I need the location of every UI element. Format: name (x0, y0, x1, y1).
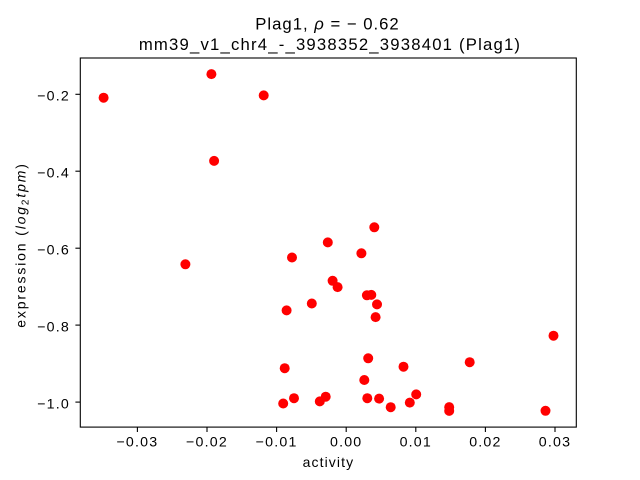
svg-text:−0.03: −0.03 (116, 434, 158, 450)
svg-text:0.03: 0.03 (539, 434, 571, 450)
svg-text:−0.02: −0.02 (186, 434, 228, 450)
svg-text:Plag1, ρ = − 0.62: Plag1, ρ = − 0.62 (255, 15, 399, 34)
svg-text:−0.2: −0.2 (37, 89, 70, 105)
svg-text:−1.0: −1.0 (37, 397, 70, 413)
svg-text:−0.8: −0.8 (37, 320, 70, 336)
svg-text:−0.4: −0.4 (37, 166, 70, 182)
svg-text:0.01: 0.01 (400, 434, 432, 450)
svg-text:−0.6: −0.6 (37, 243, 70, 259)
svg-text:0.00: 0.00 (330, 434, 362, 450)
svg-text:mm39_v1_chr4_-_3938352_3938401: mm39_v1_chr4_-_3938352_3938401 (Plag1) (139, 35, 521, 54)
svg-text:−0.01: −0.01 (256, 434, 298, 450)
svg-text:0.02: 0.02 (469, 434, 501, 450)
svg-text:activity: activity (303, 454, 355, 470)
